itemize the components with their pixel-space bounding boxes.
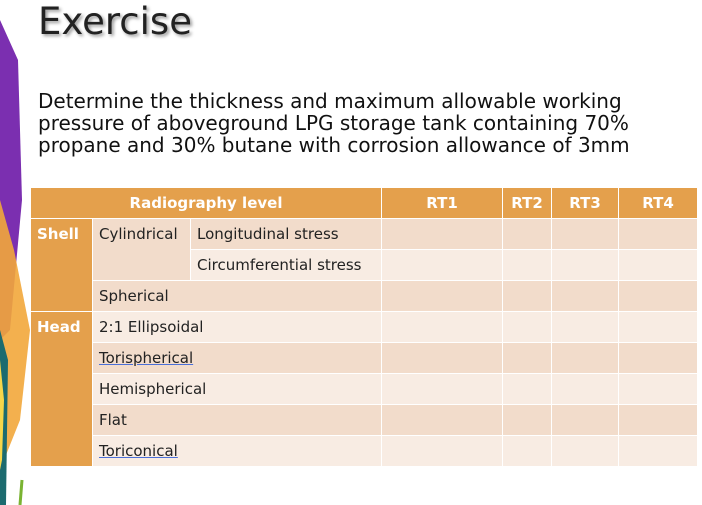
header-cell: RT1	[381, 187, 503, 219]
table: Radiography level RT1 RT2 RT3 RT4 Shell …	[30, 187, 698, 467]
cell: Hemispherical	[92, 373, 382, 405]
body-line: pressure of aboveground LPG storage tank…	[38, 111, 629, 135]
row: Head 2:1 Ellipsoidal	[30, 311, 698, 467]
header-row: Radiography level RT1 RT2 RT3 RT4	[30, 187, 698, 219]
header-cell: RT3	[551, 187, 619, 219]
title: Exercise	[38, 0, 192, 43]
body-line: propane and 30% butane with corrosion al…	[38, 133, 630, 157]
cell: Circumferential stress	[190, 249, 382, 281]
row: Shell Cylindrical Longitudinal stress	[30, 218, 698, 312]
row: Torispherical	[31, 342, 698, 374]
group-cell: Shell	[30, 218, 93, 312]
body-line: Determine the thickness and maximum allo…	[38, 89, 622, 113]
decoration	[0, 20, 30, 505]
group-cell: Head	[30, 311, 93, 467]
row: Toriconical	[31, 435, 698, 467]
row: Spherical	[31, 280, 698, 312]
row: Circumferential stress	[31, 249, 698, 281]
cell: Longitudinal stress	[190, 218, 382, 250]
cell: Toriconical	[92, 435, 382, 467]
header-cell: Radiography level	[30, 187, 382, 219]
header-cell: RT4	[618, 187, 698, 219]
cell: 2:1 Ellipsoidal	[92, 311, 382, 343]
row: Hemispherical	[31, 373, 698, 405]
row: Flat	[31, 404, 698, 436]
cell: Torispherical	[92, 342, 382, 374]
cell: Spherical	[92, 280, 382, 312]
cell-text: Toriconical	[99, 442, 178, 460]
cell: Cylindrical	[92, 218, 191, 281]
body-text: Determine the thickness and maximum allo…	[38, 90, 630, 156]
cell-text: Torispherical	[99, 349, 194, 367]
cell: Flat	[92, 404, 382, 436]
header-cell: RT2	[502, 187, 552, 219]
